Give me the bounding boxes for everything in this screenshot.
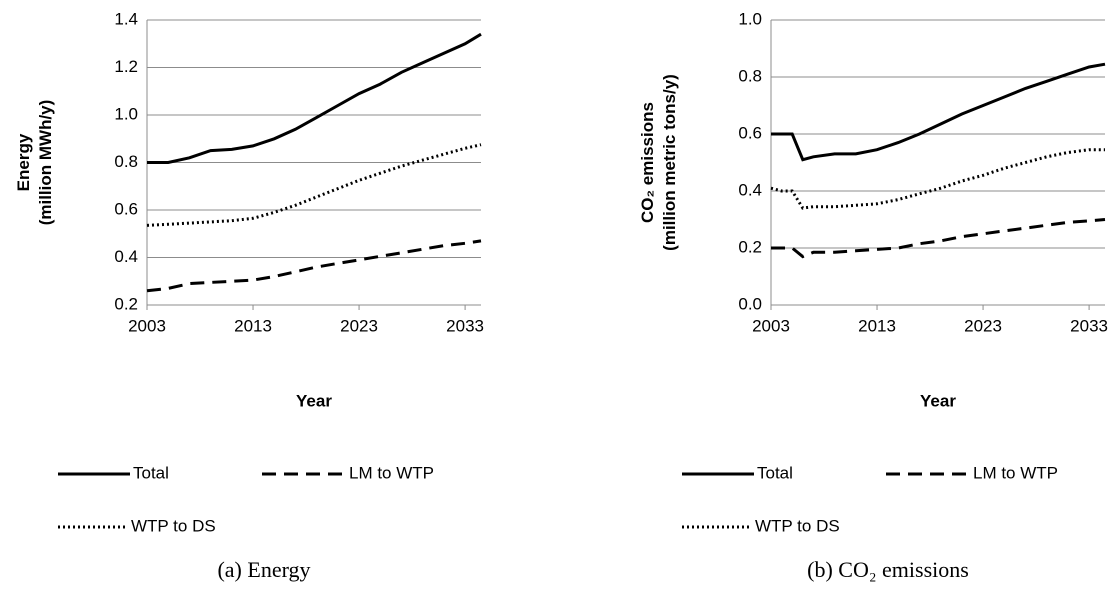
legend-label: LM to WTP <box>973 463 1058 482</box>
y-tick-label: 1.0 <box>738 9 762 28</box>
legend-label: LM to WTP <box>349 463 434 482</box>
y-axis-title: CO₂ emissions (million metric tons/y) <box>638 74 679 251</box>
y-axis-title-line: (million MWh/y) <box>36 100 55 226</box>
legend-label: WTP to DS <box>755 516 840 535</box>
x-tick-label: 2003 <box>752 316 790 335</box>
caption: (b) CO₂ emissions <box>807 557 969 582</box>
y-tick-label: 0.2 <box>114 294 138 313</box>
series-line <box>770 148 1105 210</box>
y-tick-label: 0.4 <box>738 180 762 199</box>
y-tick-label: 0.6 <box>114 199 138 218</box>
x-tick-label: 2013 <box>858 316 896 335</box>
legend-label: WTP to DS <box>131 516 216 535</box>
y-tick-label: 0.6 <box>738 123 762 142</box>
y-axis-title-line: CO₂ emissions <box>638 102 657 223</box>
y-tick-label: 0.0 <box>738 294 762 313</box>
series-line <box>771 218 1106 259</box>
y-tick-label: 1.0 <box>114 104 138 123</box>
y-axis-title-line: (million metric tons/y) <box>660 74 679 251</box>
legend-label: Total <box>757 463 793 482</box>
series-line <box>147 32 482 164</box>
caption: (a) Energy <box>217 557 310 582</box>
x-tick-label: 2023 <box>964 316 1002 335</box>
x-axis-title: Year <box>920 391 956 410</box>
y-axis-title: Energy (million MWh/y) <box>14 100 55 226</box>
y-tick-label: 1.2 <box>114 57 138 76</box>
series-line <box>146 239 482 293</box>
y-tick-label: 0.2 <box>738 237 762 256</box>
y-tick-label: 0.8 <box>738 66 762 85</box>
x-tick-label: 2033 <box>1070 316 1108 335</box>
x-tick-label: 2033 <box>446 316 484 335</box>
x-tick-label: 2003 <box>128 316 166 335</box>
x-axis-title: Year <box>296 391 332 410</box>
y-axis-title-line: Energy <box>14 133 33 191</box>
series-line <box>146 143 482 227</box>
x-tick-label: 2023 <box>340 316 378 335</box>
series-line <box>771 62 1106 162</box>
y-tick-label: 1.4 <box>114 9 138 28</box>
x-tick-label: 2013 <box>234 316 272 335</box>
legend-label: Total <box>133 463 169 482</box>
y-tick-label: 0.4 <box>114 247 138 266</box>
y-tick-label: 0.8 <box>114 152 138 171</box>
